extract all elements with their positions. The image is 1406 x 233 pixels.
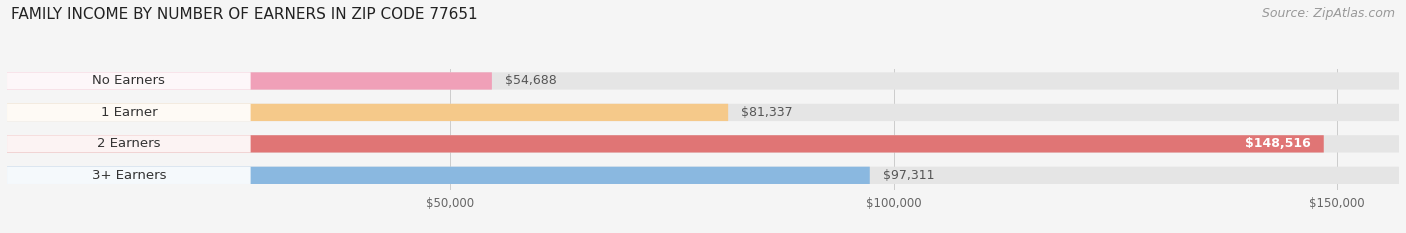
Text: 1 Earner: 1 Earner	[100, 106, 157, 119]
FancyBboxPatch shape	[7, 72, 492, 90]
Text: $81,337: $81,337	[741, 106, 793, 119]
FancyBboxPatch shape	[7, 104, 728, 121]
FancyBboxPatch shape	[7, 135, 1399, 153]
FancyBboxPatch shape	[7, 135, 250, 153]
FancyBboxPatch shape	[7, 72, 250, 90]
FancyBboxPatch shape	[7, 104, 250, 121]
Text: $148,516: $148,516	[1244, 137, 1310, 150]
FancyBboxPatch shape	[7, 104, 1399, 121]
Text: $97,311: $97,311	[883, 169, 935, 182]
Text: Source: ZipAtlas.com: Source: ZipAtlas.com	[1261, 7, 1395, 20]
FancyBboxPatch shape	[7, 72, 1399, 90]
Text: No Earners: No Earners	[93, 75, 166, 87]
Text: 2 Earners: 2 Earners	[97, 137, 160, 150]
FancyBboxPatch shape	[7, 135, 1324, 153]
Text: $54,688: $54,688	[505, 75, 557, 87]
FancyBboxPatch shape	[7, 167, 250, 184]
Text: 3+ Earners: 3+ Earners	[91, 169, 166, 182]
FancyBboxPatch shape	[7, 167, 870, 184]
FancyBboxPatch shape	[7, 167, 1399, 184]
Text: FAMILY INCOME BY NUMBER OF EARNERS IN ZIP CODE 77651: FAMILY INCOME BY NUMBER OF EARNERS IN ZI…	[11, 7, 478, 22]
